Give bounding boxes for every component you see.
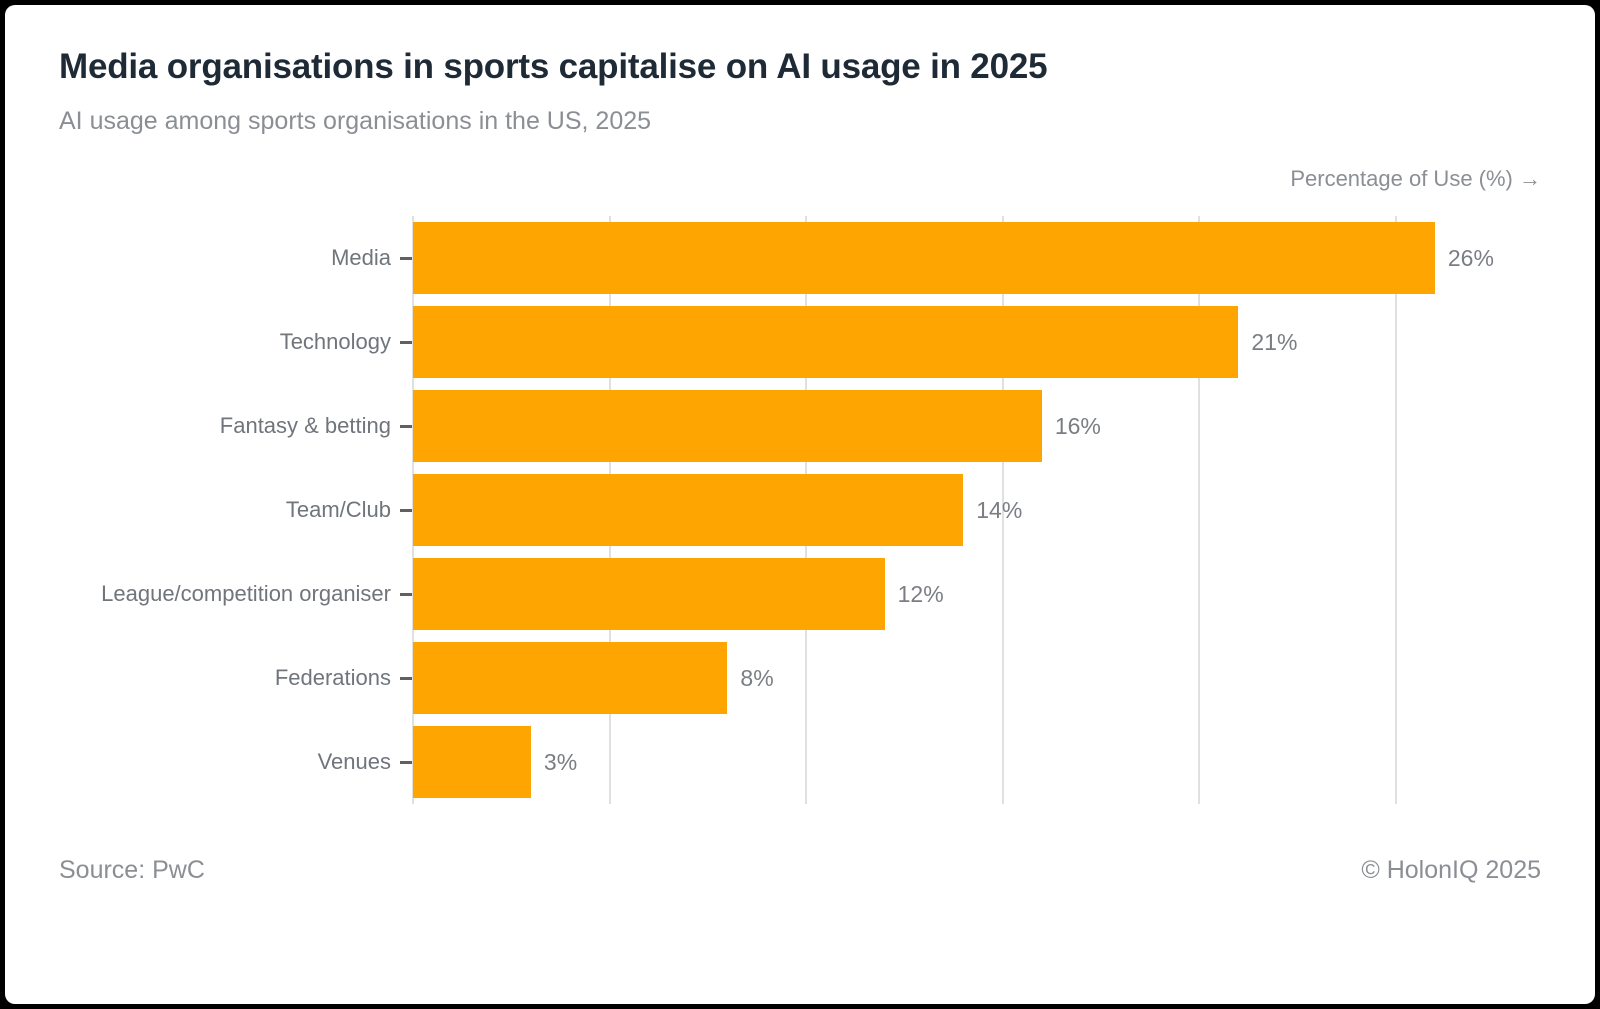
tick-mark [400,256,413,260]
category-label: Venues [317,749,391,774]
label-row: Fantasy & betting [59,384,413,468]
bar-value-label: 26% [1447,244,1494,271]
bar-row: 21% [413,300,1541,384]
tick-mark [400,592,413,596]
label-row: Technology [59,300,413,384]
label-row: Media [59,216,413,300]
bar [413,474,964,546]
bar-row: 3% [413,720,1541,804]
category-labels: Media Technology Fantasy & betting Team/Clu… [59,216,413,804]
tick-mark [400,340,413,344]
label-row: League/competition organiser [59,552,413,636]
page-title: Media organisations in sports capitalise… [59,47,1048,86]
bar [413,558,885,630]
bar-value-label: 3% [543,748,578,775]
category-label: League/competition organiser [101,581,391,606]
bar-value-label: 21% [1251,328,1298,355]
axis-title-row: Percentage of Use (%) → [59,166,1541,192]
category-label: Team/Club [285,497,391,522]
bar [413,306,1239,378]
bar-row: 16% [413,384,1541,468]
chart-card: Media organisations in sports capitalise… [5,5,1595,1004]
chart-subtitle: AI usage among sports organisations in t… [59,107,652,135]
tick-mark [400,424,413,428]
bar-value-label: 16% [1054,412,1101,439]
bar-chart: Media Technology Fantasy & betting Team/Clu… [59,216,1541,804]
bar-row: 8% [413,636,1541,720]
source-text: Source: PwC [59,856,205,884]
bar-value-label: 12% [897,580,944,607]
bar [413,390,1042,462]
x-axis-title: Percentage of Use (%) → [1290,166,1541,191]
gridline [1198,216,1201,804]
copyright-text: © HolonIQ 2025 [1361,856,1541,884]
tick-mark [400,676,413,680]
bar [413,726,531,798]
bar [413,642,728,714]
label-row: Federations [59,636,413,720]
category-label: Federations [274,665,391,690]
gridline [1001,216,1004,804]
label-row: Venues [59,720,413,804]
label-row: Team/Club [59,468,413,552]
tick-mark [400,760,413,764]
gridline [1394,216,1397,804]
bar-value-label: 8% [740,664,774,691]
tick-mark [400,508,413,512]
bar-value-label: 14% [976,496,1023,523]
bar-row: 12% [413,552,1541,636]
bars-column: 26% 21% 16% 14% 12% 8% 3% [413,216,1541,804]
footer: Source: PwC © HolonIQ 2025 [59,856,1541,885]
bar-row: 14% [413,468,1541,552]
plot-area: 26% 21% 16% 14% 12% 8% 3% [412,216,1541,804]
category-label: Media [331,245,391,270]
category-label: Technology [279,329,391,354]
bar [413,222,1435,294]
category-label: Fantasy & betting [219,413,391,438]
bar-row: 26% [413,216,1541,300]
